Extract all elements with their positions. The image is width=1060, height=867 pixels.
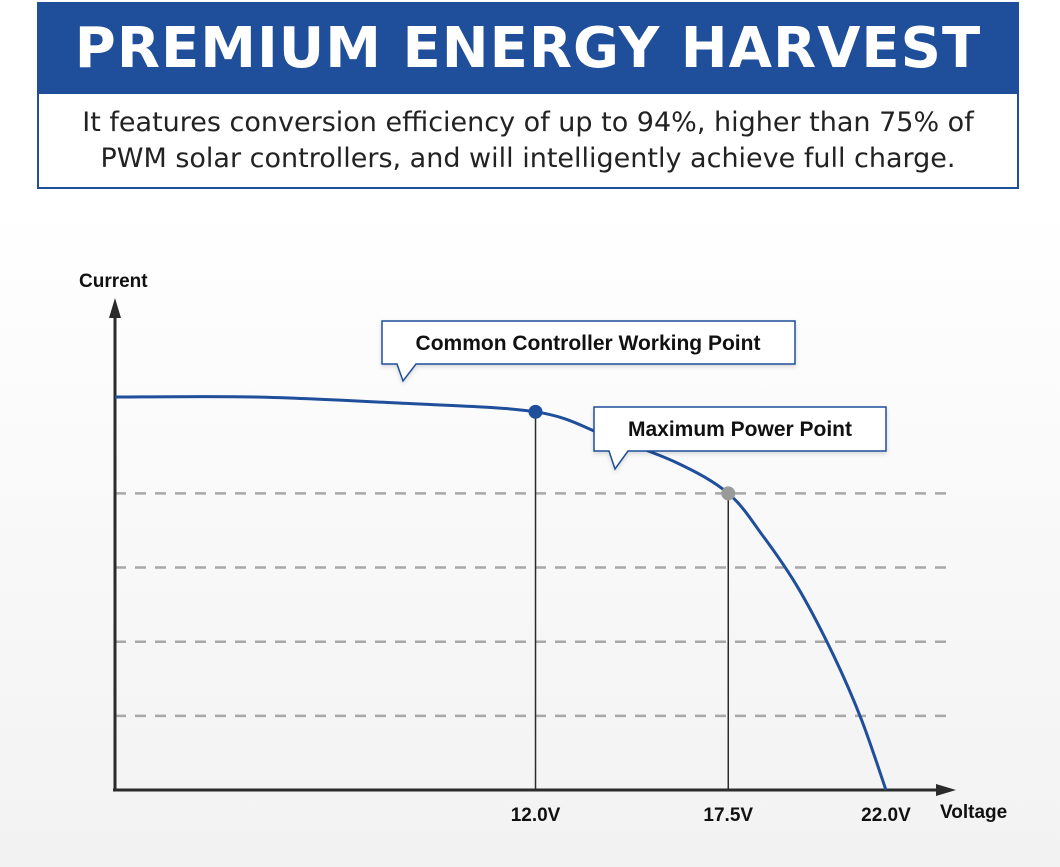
description-box: It features conversion efficiency of up … — [37, 94, 1019, 189]
working-point-marker — [528, 404, 543, 419]
annotation-label: Maximum Power Point — [628, 418, 852, 441]
description-text: It features conversion efficiency of up … — [82, 106, 974, 174]
y-axis-label: Current — [79, 271, 148, 292]
x-axis-label: Voltage — [940, 802, 1007, 823]
iv-curve-line — [114, 395, 888, 791]
page-title: PREMIUM ENERGY HARVEST — [74, 15, 982, 81]
x-tick-label: 17.5V — [703, 805, 753, 826]
x-axis-arrow — [936, 784, 956, 796]
x-tick-label: 12.0V — [511, 805, 561, 826]
annotation-label: Common Controller Working Point — [416, 332, 761, 355]
annotation-common-working-point: Common Controller Working Point — [381, 320, 796, 383]
title-banner: PREMIUM ENERGY HARVEST — [37, 2, 1019, 94]
y-axis-arrow — [109, 298, 121, 318]
annotation-max-power-point: Maximum Power Point — [593, 406, 887, 471]
x-tick-label: 22.0V — [861, 805, 911, 826]
max-power-point-marker — [721, 486, 736, 501]
